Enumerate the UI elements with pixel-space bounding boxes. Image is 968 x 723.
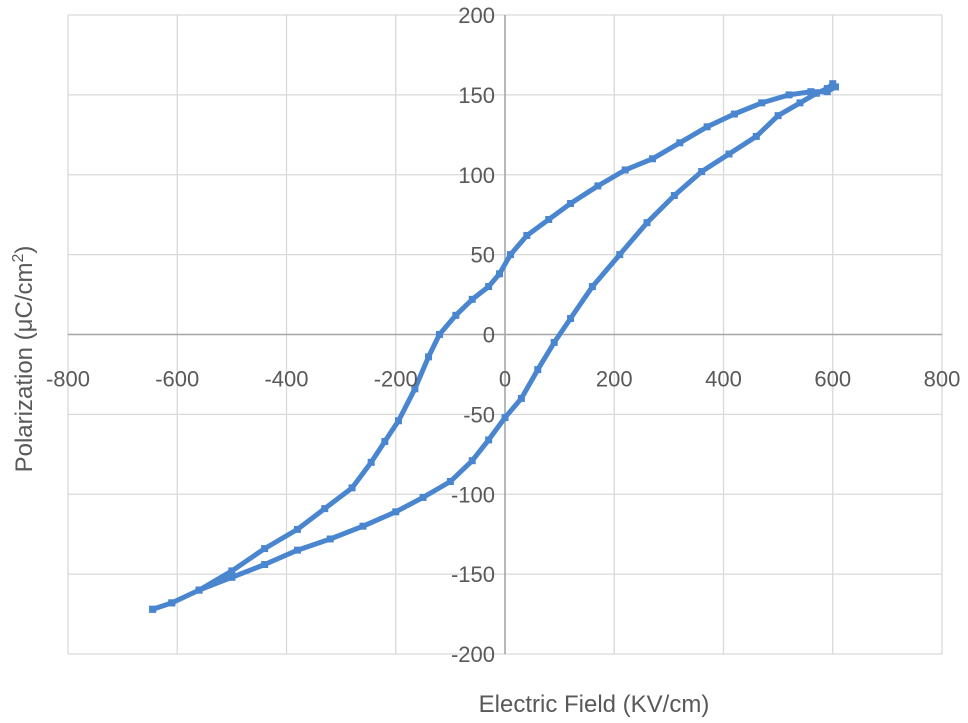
data-point — [807, 88, 815, 96]
data-point — [149, 605, 157, 613]
y-axis-title: Polarization (μC/cm2) — [10, 246, 38, 473]
data-point — [367, 458, 375, 466]
data-point — [496, 270, 504, 278]
data-point — [168, 599, 176, 607]
data-point — [394, 417, 402, 425]
data-point — [228, 567, 236, 575]
data-point — [670, 192, 678, 200]
data-point — [419, 493, 427, 501]
data-point — [774, 112, 782, 120]
data-point — [326, 535, 334, 543]
data-point — [435, 331, 443, 338]
data-point — [359, 522, 367, 530]
data-point — [567, 200, 575, 208]
x-tick-label: 0 — [499, 367, 511, 392]
data-point — [411, 385, 419, 393]
data-point — [796, 99, 804, 107]
x-tick-label: -400 — [264, 367, 308, 392]
data-point — [468, 295, 476, 303]
data-point — [621, 166, 629, 174]
y-tick-label: -100 — [451, 482, 495, 507]
data-point — [446, 477, 454, 485]
data-point — [452, 311, 460, 319]
data-point — [506, 251, 514, 259]
data-point — [812, 89, 820, 97]
data-point — [545, 215, 553, 223]
data-point — [468, 457, 476, 465]
data-point — [485, 283, 493, 291]
data-point — [425, 353, 433, 361]
data-point — [616, 251, 624, 259]
data-point — [676, 139, 684, 147]
data-point — [485, 436, 493, 444]
data-point — [348, 484, 356, 492]
x-tick-label: 200 — [596, 367, 633, 392]
data-point — [550, 338, 558, 346]
series-layer — [149, 80, 839, 613]
data-point — [261, 561, 269, 569]
axes — [68, 15, 942, 654]
y-tick-label: 0 — [483, 323, 495, 348]
x-axis-title: Electric Field (KV/cm) — [479, 691, 710, 718]
data-point — [730, 110, 738, 118]
data-point — [293, 525, 301, 533]
y-tick-label: -50 — [463, 402, 495, 427]
data-point — [517, 394, 525, 402]
y-tick-label: -150 — [451, 562, 495, 587]
data-point — [195, 586, 203, 594]
y-axis-title-suffix: ) — [11, 246, 38, 254]
y-tick-label: 50 — [471, 243, 495, 268]
data-point — [523, 231, 531, 239]
y-tick-label: 200 — [458, 3, 495, 28]
data-point — [321, 505, 329, 513]
data-point — [758, 99, 766, 107]
data-point — [261, 545, 269, 553]
tick-labels: -800 -600 -400 -200 0 200 400 600 800 200 150 100 50… — [46, 3, 960, 667]
data-point — [228, 573, 236, 581]
data-point — [534, 366, 542, 374]
data-point — [567, 315, 575, 323]
data-point — [823, 88, 831, 96]
data-point — [698, 168, 706, 176]
y-tick-label: 150 — [458, 83, 495, 108]
x-tick-label: -200 — [374, 367, 418, 392]
y-tick-label: 100 — [458, 163, 495, 188]
data-point — [594, 182, 602, 190]
data-point — [293, 546, 301, 554]
y-axis-title-superscript: 2 — [10, 254, 27, 263]
data-point — [392, 508, 400, 516]
y-tick-label: -200 — [451, 642, 495, 667]
data-point — [725, 150, 733, 158]
x-tick-label: 400 — [705, 367, 742, 392]
x-tick-label: -600 — [155, 367, 199, 392]
data-point — [501, 414, 509, 422]
data-point — [752, 132, 760, 140]
x-tick-label: 600 — [814, 367, 851, 392]
data-point — [588, 283, 596, 291]
data-point — [703, 123, 711, 131]
data-point — [648, 155, 656, 163]
data-point — [381, 438, 389, 446]
data-point — [785, 91, 793, 99]
x-tick-label: 800 — [924, 367, 961, 392]
data-point — [831, 83, 839, 91]
data-point — [643, 219, 651, 227]
y-axis-title-main: Polarization (μC/cm — [11, 263, 38, 473]
x-tick-label: -800 — [46, 367, 90, 392]
